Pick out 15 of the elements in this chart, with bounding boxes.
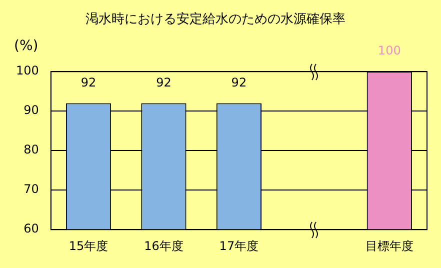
chart-title: 渇水時における安定給水のための水源確保率	[86, 11, 346, 28]
data-label: 92	[156, 75, 172, 90]
y-tick-label: 80	[24, 142, 39, 157]
x-tick-label: 目標年度	[365, 238, 414, 253]
x-tick-label: 16年度	[144, 238, 184, 253]
data-label: 92	[231, 75, 247, 90]
x-tick-label: 17年度	[219, 238, 259, 253]
data-label: 100	[378, 44, 401, 58]
y-tick-label: 60	[24, 222, 39, 236]
y-axis-title: (%)	[14, 38, 38, 54]
y-tick-label: 90	[24, 103, 39, 118]
data-label: 92	[80, 75, 96, 90]
y-tick-label: 70	[24, 182, 39, 196]
y-tick-label: 100	[16, 64, 39, 78]
x-tick-label: 15年度	[68, 238, 108, 253]
